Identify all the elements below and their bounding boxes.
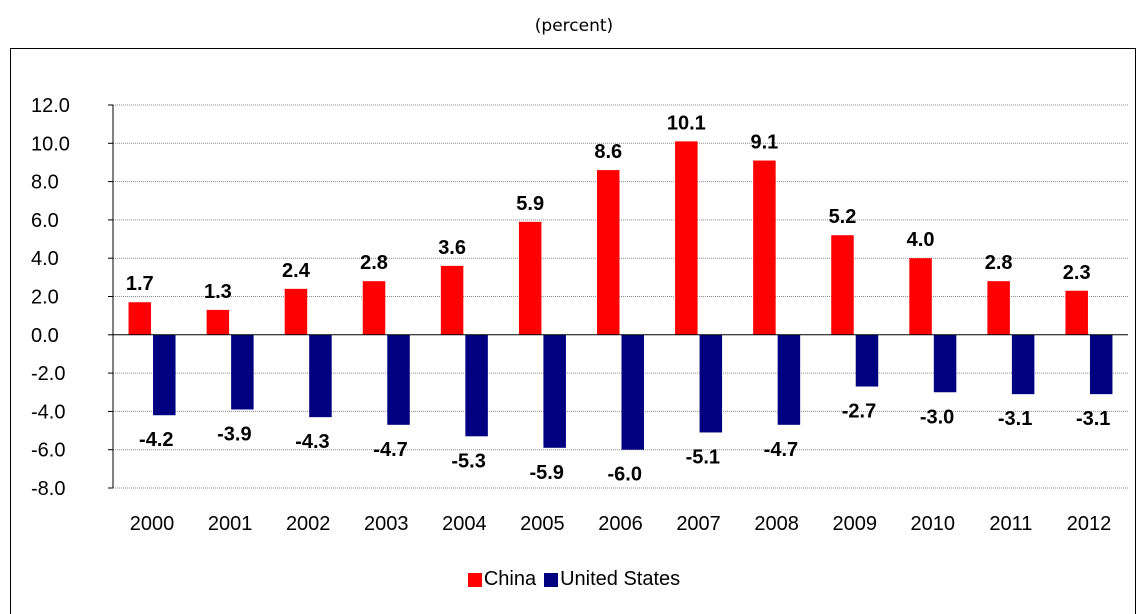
y-tick-label: 12.0 bbox=[31, 95, 70, 117]
y-tick-label: -2.0 bbox=[31, 363, 65, 385]
data-label-china: 5.2 bbox=[829, 206, 857, 228]
bar-china bbox=[284, 288, 308, 335]
data-label-china: 5.9 bbox=[516, 193, 544, 215]
data-label-united-states: -3.1 bbox=[1076, 408, 1110, 430]
data-label-china: 2.4 bbox=[282, 260, 311, 282]
bar-china bbox=[1065, 290, 1088, 335]
bar-china bbox=[128, 302, 152, 335]
data-label-china: 2.8 bbox=[360, 252, 388, 274]
legend-label-united-states: United States bbox=[560, 568, 681, 590]
data-label-united-states: -6.0 bbox=[608, 464, 642, 486]
y-tick-label: -4.0 bbox=[31, 401, 65, 423]
y-tick-label: 6.0 bbox=[31, 210, 59, 232]
legend-item-united-states: United States bbox=[544, 568, 680, 591]
legend-item-china: China bbox=[467, 568, 537, 591]
bar-china bbox=[909, 258, 932, 335]
bar-china bbox=[440, 265, 464, 335]
legend-swatch-united-states bbox=[544, 572, 559, 587]
data-label-united-states: -5.1 bbox=[686, 446, 720, 468]
x-tick-label: 2007 bbox=[676, 513, 721, 535]
bar-united-states bbox=[1089, 334, 1113, 395]
x-tick-label: 2003 bbox=[364, 513, 409, 535]
bar-china bbox=[597, 170, 620, 335]
y-tick-label: 10.0 bbox=[31, 133, 70, 155]
x-tick-label: 2012 bbox=[1067, 513, 1112, 535]
data-label-china: 4.0 bbox=[907, 229, 935, 251]
chart-frame bbox=[10, 48, 1136, 614]
x-tick-label: 2008 bbox=[754, 513, 799, 535]
bar-united-states bbox=[231, 334, 254, 410]
data-label-china: 2.3 bbox=[1063, 262, 1091, 284]
y-tick-label: 2.0 bbox=[31, 287, 59, 309]
x-tick-label: 2005 bbox=[520, 513, 565, 535]
data-label-china: 2.8 bbox=[985, 252, 1013, 274]
x-tick-label: 2004 bbox=[442, 513, 487, 535]
chart-legend: China United States bbox=[0, 568, 1148, 591]
bar-united-states bbox=[1011, 334, 1035, 395]
x-tick-label: 2002 bbox=[286, 513, 331, 535]
data-label-china: 3.6 bbox=[438, 237, 466, 259]
data-label-china: 8.6 bbox=[594, 141, 622, 163]
bar-united-states bbox=[543, 334, 566, 448]
y-tick-label: -8.0 bbox=[31, 478, 65, 500]
chart-subtitle: (percent) bbox=[534, 16, 614, 36]
bar-united-states bbox=[387, 334, 410, 425]
bar-chart: -8.0 -6.0 -4.0 -2.0 0.0 2.0 4.0 6.0 8.0 10.0 12.0 1… bbox=[31, 95, 1128, 535]
bar-united-states bbox=[465, 334, 488, 437]
bar-china bbox=[831, 235, 854, 335]
data-label-china: 10.1 bbox=[667, 112, 706, 134]
x-tick-label: 2001 bbox=[208, 513, 253, 535]
data-label-united-states: -2.7 bbox=[842, 401, 876, 423]
bar-china bbox=[206, 309, 230, 335]
bar-china bbox=[675, 141, 698, 335]
bar-china bbox=[987, 281, 1010, 335]
y-tick-label: 8.0 bbox=[31, 172, 59, 194]
x-tick-label: 2010 bbox=[911, 513, 956, 535]
data-label-united-states: -5.3 bbox=[451, 450, 485, 472]
data-label-united-states: -4.7 bbox=[373, 439, 407, 461]
data-label-united-states: -5.9 bbox=[529, 462, 563, 484]
bar-united-states bbox=[309, 334, 332, 418]
bar-united-states bbox=[621, 334, 644, 450]
bar-china bbox=[362, 281, 386, 335]
bar-united-states bbox=[699, 334, 723, 433]
bar-united-states bbox=[777, 334, 801, 425]
bar-china bbox=[753, 160, 776, 335]
y-tick-label: -6.0 bbox=[31, 440, 65, 462]
y-tick-label: 0.0 bbox=[31, 325, 59, 347]
y-tick-label: 4.0 bbox=[31, 248, 59, 270]
bar-united-states bbox=[933, 334, 957, 393]
data-label-united-states: -4.3 bbox=[295, 431, 329, 453]
legend-label-china: China bbox=[483, 568, 537, 590]
data-label-china: 9.1 bbox=[750, 132, 778, 154]
data-label-united-states: -4.7 bbox=[764, 439, 798, 461]
x-tick-label: 2009 bbox=[832, 513, 877, 535]
bar-united-states bbox=[153, 334, 176, 416]
data-label-united-states: -4.2 bbox=[139, 429, 173, 451]
bar-china bbox=[518, 221, 542, 335]
x-tick-label: 2006 bbox=[598, 513, 643, 535]
bar-united-states bbox=[855, 334, 879, 387]
data-label-united-states: -3.0 bbox=[920, 406, 954, 428]
x-tick-label: 2000 bbox=[130, 513, 175, 535]
data-label-united-states: -3.1 bbox=[998, 408, 1032, 430]
data-label-china: 1.7 bbox=[126, 273, 154, 295]
x-tick-label: 2011 bbox=[989, 513, 1032, 535]
legend-swatch-china bbox=[467, 572, 482, 587]
data-label-united-states: -3.9 bbox=[217, 423, 251, 445]
data-label-china: 1.3 bbox=[204, 281, 232, 303]
